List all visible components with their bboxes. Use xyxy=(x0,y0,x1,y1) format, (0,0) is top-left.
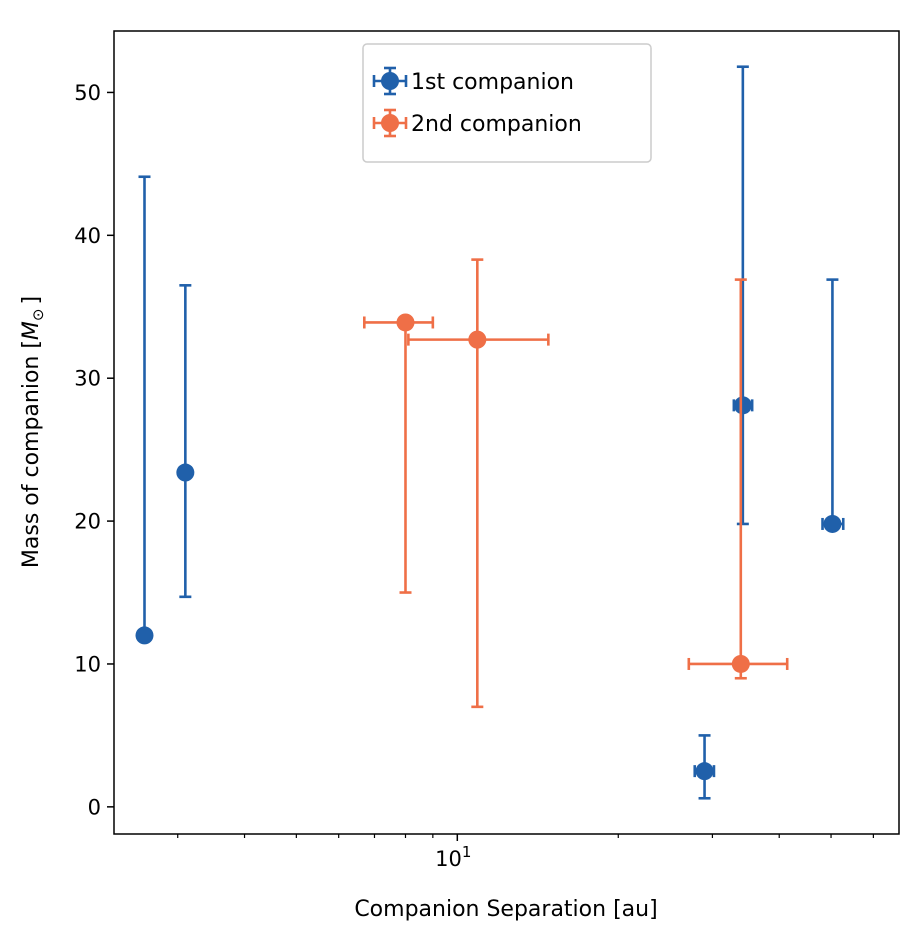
data-marks xyxy=(135,65,845,800)
y-tick-label: 50 xyxy=(74,81,101,105)
plot-area xyxy=(113,30,900,835)
marker xyxy=(731,654,750,673)
series-2 xyxy=(363,258,789,709)
marker xyxy=(176,463,195,482)
marker xyxy=(733,396,752,415)
data-point xyxy=(821,278,845,533)
data-point xyxy=(693,734,716,800)
legend-marker xyxy=(381,72,399,90)
data-point xyxy=(135,175,154,645)
data-point xyxy=(407,258,550,709)
legend-item-2: 2nd companion xyxy=(372,108,582,138)
data-point xyxy=(687,278,789,680)
legend-label: 1st companion xyxy=(411,70,574,95)
data-point xyxy=(176,284,195,599)
y-tick-label: 10 xyxy=(74,652,101,676)
y-axis-label: Mass of companion [M⊙] xyxy=(19,296,47,568)
marker xyxy=(135,626,154,645)
marker xyxy=(396,313,415,332)
legend-item-1: 1st companion xyxy=(372,66,574,96)
data-point xyxy=(732,65,754,526)
legend-frame xyxy=(362,43,652,163)
x-axis-label: Companion Separation [au] xyxy=(354,897,657,922)
marker xyxy=(468,330,487,349)
marker xyxy=(695,762,714,781)
y-tick-label: 40 xyxy=(74,224,101,248)
y-axis: 0 10 20 30 40 50 xyxy=(74,81,114,819)
x-axis: 101 xyxy=(177,834,874,871)
marker xyxy=(823,514,842,533)
legend-label: 2nd companion xyxy=(411,112,582,137)
y-tick-label: 30 xyxy=(74,367,101,391)
legend-marker xyxy=(381,114,399,132)
y-tick-label: 20 xyxy=(74,510,101,534)
data-point xyxy=(363,313,435,594)
legend: 1st companion 2nd companion xyxy=(362,43,652,163)
series-1 xyxy=(135,65,845,800)
x-tick-label: 101 xyxy=(435,843,471,871)
y-tick-label: 0 xyxy=(88,795,101,819)
